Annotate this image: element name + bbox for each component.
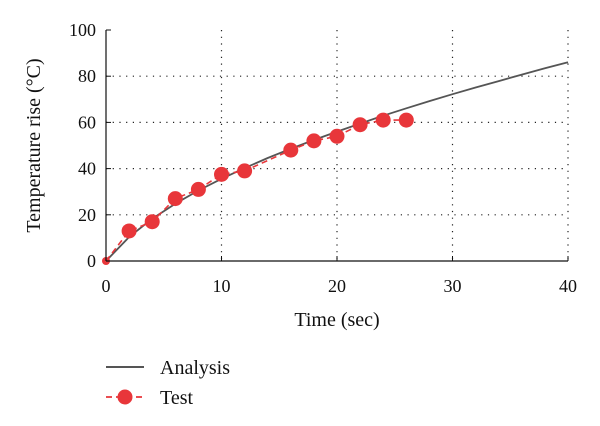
y-tick-label: 100	[69, 20, 96, 40]
test-point	[190, 181, 206, 197]
test-point	[237, 163, 253, 179]
series-layer	[102, 61, 569, 265]
test-point	[214, 166, 229, 182]
y-tick-label: 20	[78, 205, 96, 225]
test-point	[306, 133, 322, 149]
legend: Analysis Test	[106, 357, 230, 409]
y-tick-label: 60	[78, 112, 96, 132]
x-tick-label: 20	[328, 276, 346, 296]
legend-item-test: Test	[106, 387, 193, 409]
grid	[106, 30, 569, 261]
test-point	[329, 128, 345, 144]
test-point	[398, 112, 414, 128]
legend-test-marker	[117, 389, 133, 405]
test-point	[144, 214, 160, 230]
test-point	[283, 142, 299, 158]
x-tick-label: 10	[213, 276, 231, 296]
y-tick-label: 80	[78, 66, 96, 86]
test-point	[121, 223, 137, 239]
legend-item-analysis: Analysis	[106, 357, 230, 379]
test-point	[352, 117, 368, 133]
x-tick-label: 30	[444, 276, 462, 296]
x-tick-label: 0	[102, 276, 111, 296]
y-tick-label: 40	[78, 159, 96, 179]
test-line	[105, 119, 407, 262]
x-tick-label: 40	[559, 276, 577, 296]
legend-analysis-label: Analysis	[160, 357, 230, 379]
test-point	[375, 112, 391, 128]
legend-test-label: Test	[160, 387, 193, 409]
y-axis-label: Temperature rise (°C)	[23, 58, 45, 232]
test-point	[167, 191, 183, 207]
x-axis-label: Time (sec)	[294, 309, 379, 331]
ticks: 0 10 20 30 40 0 20 40 60 80 100	[69, 20, 577, 296]
y-tick-label: 0	[87, 251, 96, 271]
